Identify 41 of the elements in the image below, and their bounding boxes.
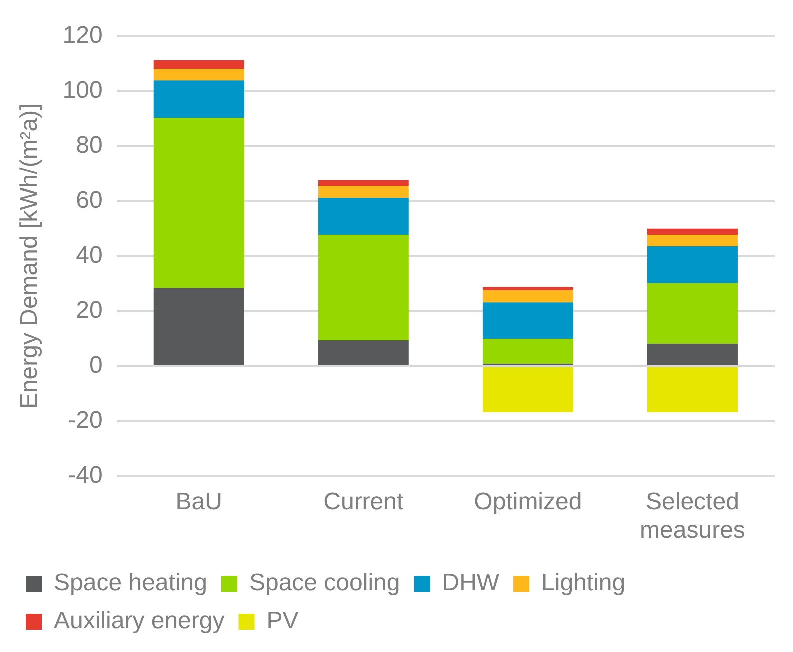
- y-tick-label: 60: [76, 187, 103, 214]
- bar: [482, 339, 574, 364]
- bar: [647, 246, 738, 284]
- bar: [482, 302, 574, 340]
- x-tick-label: Optimized: [474, 488, 582, 516]
- bar: [318, 198, 409, 235]
- y-tick-label: 0: [89, 352, 103, 380]
- y-tick-label: 20: [76, 297, 103, 324]
- bar: [647, 283, 738, 344]
- legend-label: Space heating: [54, 570, 208, 597]
- bar: [647, 234, 738, 246]
- bar: [154, 69, 244, 81]
- legend-label: Lighting: [542, 570, 626, 597]
- bar: [318, 234, 409, 341]
- y-tick-label: 100: [62, 77, 103, 104]
- y-tick-label: 120: [62, 22, 103, 50]
- legend-label: DHW: [442, 570, 500, 597]
- bar: [647, 367, 738, 412]
- bar: [318, 180, 409, 186]
- bar: [482, 287, 574, 290]
- bar: [482, 367, 574, 412]
- x-tick-label: BaU: [176, 488, 222, 516]
- y-tick-label: 40: [76, 242, 103, 270]
- bar: [318, 340, 409, 366]
- bar: [482, 290, 574, 303]
- bar: [647, 344, 738, 366]
- x-tick-label: Current: [324, 488, 404, 516]
- bar: [318, 186, 409, 198]
- y-tick-label: -40: [68, 462, 103, 490]
- legend-label: PV: [266, 608, 299, 635]
- y-tick-label: 80: [76, 132, 103, 160]
- x-tick-label: Selected measures: [640, 488, 746, 544]
- bar: [154, 80, 244, 118]
- y-tick-label: -20: [68, 407, 103, 434]
- bar: [154, 60, 244, 70]
- legend-label: Space cooling: [249, 570, 400, 597]
- bar: [154, 118, 244, 288]
- y-axis-title: Energy Demand [kWh/(m²a)]: [16, 104, 44, 410]
- bar: [647, 228, 738, 235]
- legend-label: Auxiliary energy: [54, 608, 225, 635]
- bar: [154, 288, 244, 366]
